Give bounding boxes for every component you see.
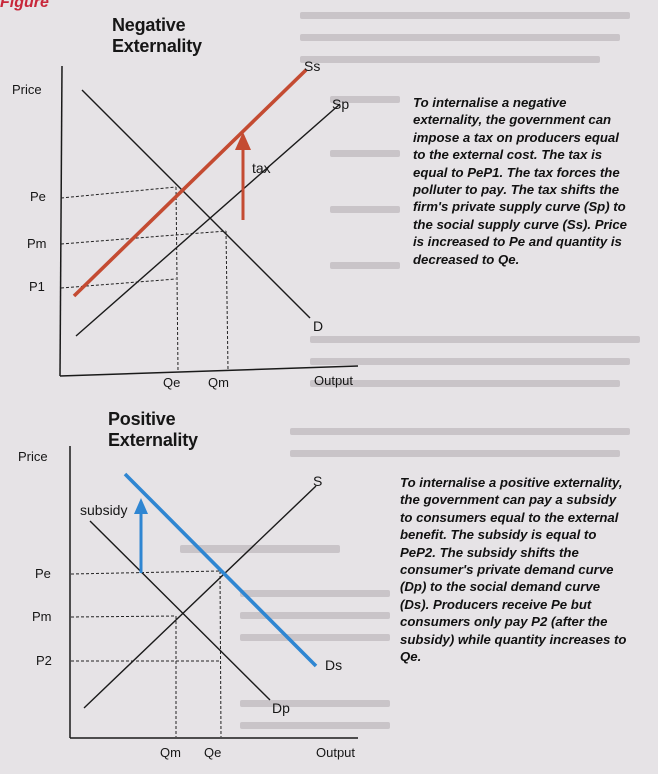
positive-qm-tick: Qm <box>160 745 181 760</box>
subsidy-arrow-head <box>134 498 148 514</box>
negative-p1-tick: P1 <box>29 279 45 294</box>
negative-p1-guide <box>60 278 177 289</box>
negative-pe-guide <box>60 186 177 199</box>
subsidy-label: subsidy <box>80 502 128 518</box>
positive-diagram-title: Positive Externality <box>108 409 198 450</box>
negative-pm-guide <box>60 230 227 245</box>
tax-label: tax <box>252 160 271 176</box>
negative-y-axis <box>59 65 63 377</box>
negative-ss-label: Ss <box>304 58 321 74</box>
positive-s-label: S <box>313 473 323 489</box>
figure-label: Figure <box>0 0 49 11</box>
negative-qm-guide <box>225 230 229 371</box>
positive-caption: To internalise a positive externality, t… <box>400 475 627 665</box>
positive-price-label: Price <box>18 449 48 464</box>
positive-pm-tick: Pm <box>32 609 52 624</box>
negative-pm-tick: Pm <box>27 236 47 251</box>
positive-pe-tick: Pe <box>35 566 51 581</box>
positive-pm-guide <box>70 615 177 618</box>
negative-d-label: D <box>313 318 324 334</box>
positive-social-demand-curve <box>123 472 318 668</box>
negative-pe-tick: Pe <box>30 189 46 204</box>
positive-pe-guide <box>70 570 221 575</box>
negative-demand-curve <box>81 89 311 319</box>
negative-qm-tick: Qm <box>208 375 229 390</box>
positive-qe-tick: Qe <box>204 745 222 760</box>
negative-social-supply-curve <box>72 68 308 298</box>
negative-price-label: Price <box>12 82 42 97</box>
positive-ds-label: Ds <box>325 657 343 673</box>
negative-diagram-title: Negative Externality <box>112 15 202 56</box>
negative-output-label: Output <box>314 373 354 388</box>
positive-p2-tick: P2 <box>36 653 52 668</box>
positive-private-demand-curve <box>89 520 271 701</box>
negative-sp-label: Sp <box>332 96 350 112</box>
positive-supply-curve <box>83 485 317 709</box>
positive-output-label: Output <box>316 745 356 760</box>
positive-qe-guide <box>219 570 222 738</box>
tax-arrow-head <box>235 132 251 150</box>
negative-qe-guide <box>175 186 179 372</box>
negative-private-supply-curve <box>75 103 341 337</box>
negative-x-axis <box>59 365 359 377</box>
negative-caption: To internalise a negative externality, t… <box>413 95 628 267</box>
positive-dp-label: Dp <box>272 700 290 716</box>
negative-qe-tick: Qe <box>163 375 181 390</box>
